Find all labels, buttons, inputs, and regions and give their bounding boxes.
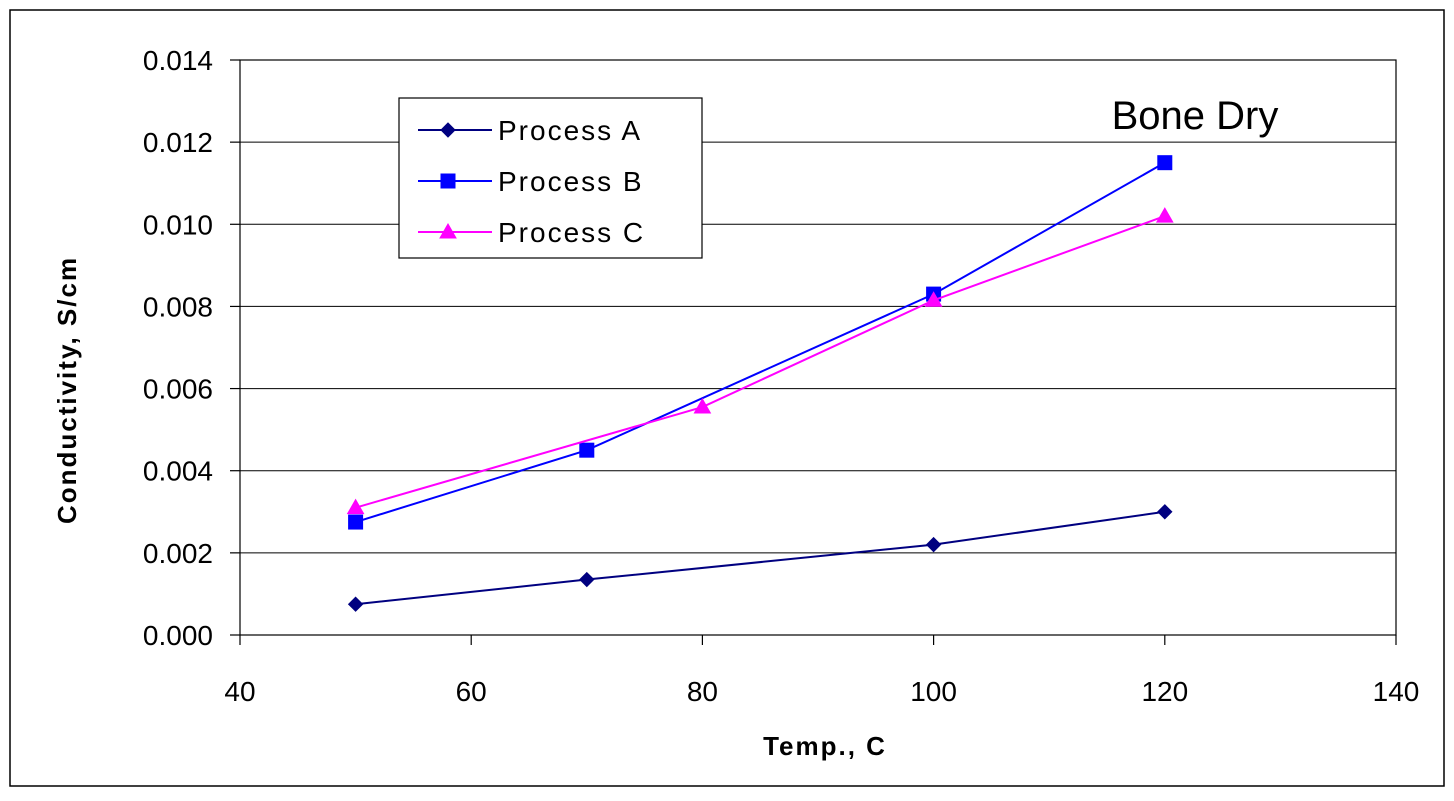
data-point [693,398,712,414]
data-point [1157,504,1173,520]
legend-marker [439,222,457,239]
legend-entry: Process C [418,217,645,248]
x-tick-label: 80 [687,676,718,707]
legend-entry: Process A [418,115,642,146]
y-tick-label: 0.002 [143,538,213,569]
data-point [579,442,595,458]
y-tick-label: 0.010 [143,209,213,240]
plot-area-border [239,59,1397,636]
data-point [925,536,942,553]
x-tick-label: 140 [1373,676,1420,707]
legend-label: Process B [498,166,644,197]
legend-marker [440,173,456,189]
series-layer [346,155,1174,612]
y-tick-label: 0.006 [143,374,213,405]
series-line [355,510,1165,606]
series-0 [347,504,1173,612]
y-tick-label: 0.014 [143,45,213,76]
y-tick-labels: 0.000 0.002 0.004 0.006 0.008 0.010 0.012 0.014 [143,45,213,651]
series-line [355,161,1166,524]
x-tick-labels: 40 60 80 100 120 140 [224,676,1419,707]
data-point [1157,155,1173,171]
x-tick-label: 40 [224,676,255,707]
legend-label: Process C [498,217,645,248]
y-axis-title: Conductivity, S/cm [52,256,82,524]
legend: Process A Process B Process C [398,97,703,259]
x-tick-label: 60 [456,676,487,707]
legend-entry: Process B [418,166,644,197]
series-line [355,215,1166,509]
data-point [348,514,364,530]
data-point [1155,207,1174,223]
y-tick-label: 0.004 [143,456,213,487]
data-point [347,596,364,612]
chart-annotation: Bone Dry [1112,94,1279,138]
x-tick-label: 100 [910,676,957,707]
data-point [579,571,595,588]
x-tick-label: 120 [1141,676,1188,707]
data-point [924,291,943,307]
legend-marker [440,122,456,138]
data-point [346,498,365,515]
outer-border [9,9,1445,787]
y-tick-label: 0.008 [143,291,213,322]
series-2 [346,207,1174,515]
x-axis-title: Temp., C [763,731,887,761]
legend-label: Process A [498,115,642,146]
y-tick-label: 0.012 [143,127,213,158]
y-tick-label: 0.000 [143,620,213,651]
series-1 [348,155,1173,530]
